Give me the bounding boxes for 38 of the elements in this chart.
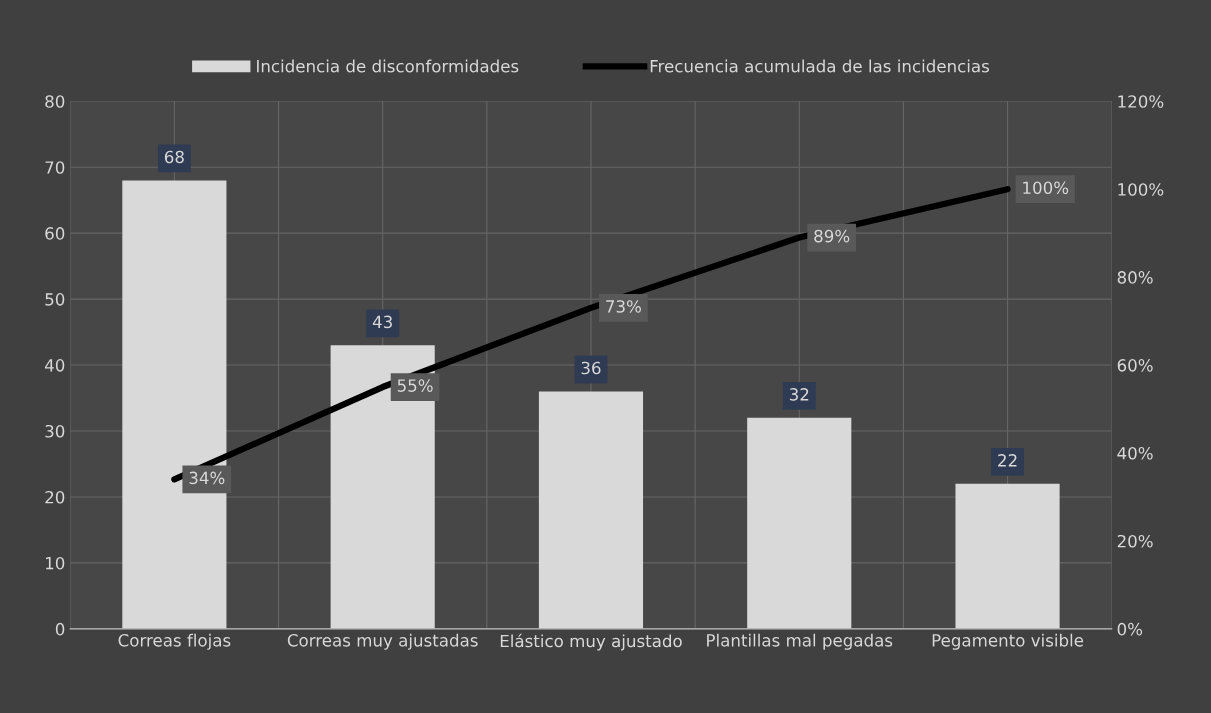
y-tick-label: 0 [55, 622, 65, 636]
x-tick-label: Elástico muy ajustado [500, 633, 682, 651]
y-tick-label: 30 [45, 424, 65, 438]
y-tick-label: 40 [44, 359, 65, 372]
legend-label: Incidencia de disconformidades [257, 59, 519, 73]
data-label: 100% [1023, 181, 1069, 195]
x-tick-label: Correas muy ajustadas [287, 633, 478, 650]
y2-tick-label: 80% [1117, 271, 1153, 284]
data-label: 55% [397, 379, 433, 392]
data-label: 36 [581, 361, 601, 375]
data-label: 73% [606, 300, 641, 313]
y2-tick-label: 0% [1117, 622, 1143, 636]
y-tick-label: 70 [45, 161, 65, 174]
bar [330, 345, 435, 629]
y-tick-label: 20 [45, 490, 65, 504]
legend-label: Frecuencia acumulada de las incidencias [650, 59, 990, 73]
data-label: 89% [814, 229, 850, 243]
y-tick-label: 80 [45, 95, 65, 108]
data-label: 22 [998, 454, 1017, 467]
y2-tick-label: 20% [1117, 534, 1153, 548]
x-tick-label: Correas flojas [118, 633, 231, 650]
x-tick-label: Pegamento visible [932, 633, 1084, 650]
y2-tick-label: 120% [1118, 95, 1164, 108]
bar [122, 180, 227, 629]
y2-tick-label: 40% [1117, 446, 1153, 460]
bar [955, 483, 1060, 629]
y-tick-label: 10 [46, 556, 65, 570]
y-tick-label: 50 [45, 293, 65, 306]
y2-tick-label: 60% [1117, 359, 1153, 372]
y2-tick-label: 100% [1118, 183, 1164, 196]
data-label: 68 [164, 150, 184, 164]
bar [538, 391, 644, 629]
y-tick-label: 60 [45, 227, 65, 240]
data-label: 43 [372, 315, 392, 329]
bar [747, 417, 852, 629]
data-label: 34% [189, 471, 225, 485]
x-tick-label: Plantillas mal pegadas [707, 633, 893, 650]
data-label: 32 [789, 388, 809, 401]
